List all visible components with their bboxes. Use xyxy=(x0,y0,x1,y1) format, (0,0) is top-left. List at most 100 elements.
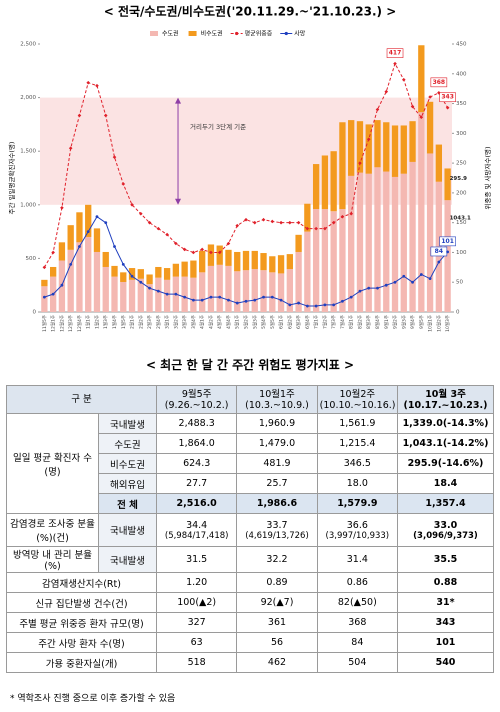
bar-segment xyxy=(216,245,223,265)
data-label: 295.9 xyxy=(450,176,468,182)
bar-segment xyxy=(41,279,48,287)
row-label: 해외유입 xyxy=(98,473,157,494)
x-tick-label: 2월2주 xyxy=(137,315,144,329)
annotation-band xyxy=(40,97,452,205)
marker xyxy=(227,298,230,302)
header-cell: 구 분 xyxy=(6,385,157,414)
value-cell: 327 xyxy=(155,612,238,633)
marker xyxy=(68,146,73,151)
marker xyxy=(226,241,231,246)
bar-segment xyxy=(286,254,293,270)
y2-tick-label: 400 xyxy=(456,71,467,77)
x-tick-label: 5월3주 xyxy=(251,315,258,329)
x-tick-label: 9월3주 xyxy=(400,315,407,329)
detail: (3,096/9,373) xyxy=(413,530,478,541)
header-cell: 10월 3주 (10.17.~10.23.) xyxy=(397,385,494,414)
legend-swatch xyxy=(150,31,158,36)
bar-segment xyxy=(234,251,241,272)
marker xyxy=(252,220,257,225)
marker xyxy=(69,262,73,266)
bar-segment xyxy=(190,277,197,312)
detail: (4,619/13,726) xyxy=(245,530,309,541)
x-tick-label: 7월1주 xyxy=(313,315,320,329)
bar-segment xyxy=(409,161,416,312)
bar-segment xyxy=(163,279,171,312)
bar-segment xyxy=(391,176,399,312)
section-label: 방역망 내 관리 분율(%) xyxy=(6,546,99,573)
x-tick-label: 3월1주 xyxy=(164,315,171,329)
marker xyxy=(323,303,327,307)
data-label: 343 xyxy=(441,94,454,101)
label-box xyxy=(439,236,456,247)
bar-segment xyxy=(93,251,101,312)
marker xyxy=(182,247,187,252)
row-label: 국내발생 xyxy=(98,513,157,547)
x-tick-label: 6월2주 xyxy=(286,315,293,329)
x-tick-label: 7월3주 xyxy=(330,315,337,329)
bar-segment xyxy=(85,236,92,312)
bar-segment xyxy=(356,121,364,173)
marker xyxy=(165,232,169,237)
bar-segment xyxy=(216,264,223,312)
bar-segment xyxy=(277,273,285,312)
value: 34.4 xyxy=(186,519,208,531)
marker xyxy=(86,80,91,85)
marker xyxy=(279,298,283,302)
marker xyxy=(331,220,336,225)
marker xyxy=(51,250,55,255)
bar-segment xyxy=(128,279,136,312)
marker xyxy=(156,226,161,231)
marker xyxy=(323,226,327,231)
value-cell: 18.4 xyxy=(397,473,494,494)
marker xyxy=(218,295,222,299)
value-cell: 1,479.0 xyxy=(236,433,318,454)
marker xyxy=(139,280,143,284)
value-cell: 32.2 xyxy=(236,546,318,573)
marker xyxy=(104,221,108,225)
bar-segment xyxy=(339,209,346,312)
marker xyxy=(419,115,424,120)
row-label: 전 체 xyxy=(98,493,157,514)
legend-label: 사망 xyxy=(294,30,306,38)
x-tick-label: 4월3주 xyxy=(216,315,223,329)
y-tick-label: 2,000 xyxy=(20,95,36,101)
data-label: 368 xyxy=(433,79,446,86)
x-tick-label: 1월4주 xyxy=(111,315,118,329)
range: (10.3.~10.9.) xyxy=(245,399,309,411)
bar-segment xyxy=(321,155,329,210)
value-cell: 1,579.9 xyxy=(316,493,399,514)
data-label: 84 xyxy=(435,248,443,255)
value-cell: 1,864.0 xyxy=(155,433,238,454)
y-tick-label: 0 xyxy=(33,310,37,316)
marker xyxy=(244,299,248,303)
marker xyxy=(314,226,318,231)
marker xyxy=(130,203,134,207)
bar-segment xyxy=(67,249,74,312)
value-cell: 481.9 xyxy=(236,453,318,474)
value: 36.6 xyxy=(346,519,368,531)
section-label: 신규 집단발생 건수(건) xyxy=(6,592,157,613)
marker xyxy=(156,289,160,293)
value-cell: 1,215.4 xyxy=(316,433,399,454)
bar-segment xyxy=(155,277,162,312)
section-label: 감염경로 조사중 분율(%)(건) xyxy=(6,513,99,547)
header-cell: 9월5주 (9.26.~10.2.) xyxy=(155,385,238,414)
marker xyxy=(77,113,82,118)
bar-segment xyxy=(128,268,136,280)
bar-segment xyxy=(155,266,162,278)
value-cell: 368 xyxy=(316,612,399,633)
value-cell: 1.20 xyxy=(155,572,238,593)
bar-segment xyxy=(58,242,66,261)
marker xyxy=(200,298,204,302)
bar-segment xyxy=(41,286,48,312)
y2-tick-label: 350 xyxy=(456,101,467,107)
x-tick-label: 1월5주 xyxy=(120,315,127,329)
y2-tick-label: 200 xyxy=(456,190,467,196)
x-tick-label: 1월2주 xyxy=(93,315,100,329)
bar-segment xyxy=(312,164,320,210)
value-cell: 33.0 (3,096/9,373) xyxy=(397,513,494,547)
x-tick-label: 9월5주 xyxy=(418,315,425,329)
x-tick-label: 12월3주 xyxy=(67,315,74,332)
bar-segment xyxy=(207,244,215,266)
marker xyxy=(332,303,336,307)
